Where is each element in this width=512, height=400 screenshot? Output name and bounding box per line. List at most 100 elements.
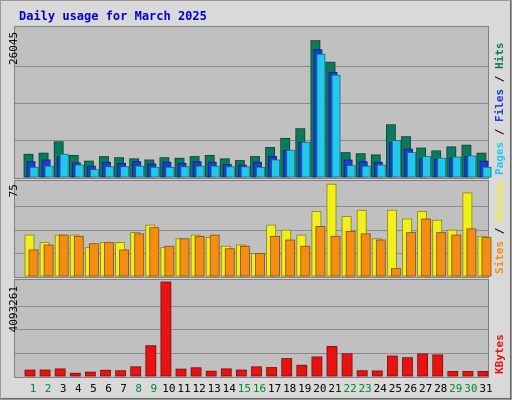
kbytes-bar-day-29: [447, 371, 459, 377]
x-tick-label-day-5: 5: [90, 382, 97, 395]
sites-bar-day-7: [119, 249, 129, 277]
sites-bar-day-19: [300, 245, 311, 277]
x-tick-label-day-6: 6: [105, 382, 112, 395]
kbytes-bar-day-1: [24, 369, 36, 377]
panel-2-series-label: Sites / Visits: [493, 181, 506, 274]
sites-bar-day-16: [255, 253, 265, 277]
pages-bar-day-12: [195, 165, 205, 178]
sites-bar-day-10: [164, 245, 175, 277]
x-tick-label-day-8: 8: [135, 382, 142, 395]
series-label-visits: Visits: [493, 181, 506, 221]
pages-bar-day-22: [346, 165, 356, 178]
sites-bar-day-24: [375, 239, 386, 277]
x-tick-label-day-14: 14: [223, 382, 237, 395]
pages-bar-day-31: [482, 166, 492, 178]
x-tick-label-day-9: 9: [150, 382, 157, 395]
x-tick-label-day-25: 25: [389, 382, 402, 395]
kbytes-bar-day-25: [386, 355, 398, 377]
sites-bar-day-29: [451, 234, 462, 277]
pages-bar-day-18: [286, 149, 296, 178]
sites-bar-day-8: [134, 233, 145, 277]
sites-bar-day-13: [209, 234, 220, 277]
panel-1-series-label: Pages / Files / Hits: [493, 43, 506, 176]
series-label-kbytes: KBytes: [493, 334, 506, 374]
x-tick-label-day-15: 15: [238, 382, 251, 395]
x-tick-label-day-28: 28: [434, 382, 447, 395]
kbytes-bar-day-5: [85, 371, 96, 377]
kbytes-bar-day-27: [417, 353, 429, 377]
sites-bar-day-27: [421, 218, 432, 277]
pages-bar-day-30: [467, 155, 477, 178]
x-tick-label-day-7: 7: [120, 382, 127, 395]
kbytes-bar-day-4: [69, 372, 81, 377]
sites-bar-day-11: [179, 238, 190, 277]
kbytes-bar-day-8: [130, 366, 142, 377]
sites-bar-day-15: [239, 245, 250, 277]
kbytes-bar-day-28: [432, 354, 444, 377]
pages-bar-day-17: [271, 159, 281, 178]
kbytes-bar-day-12: [190, 367, 202, 377]
kbytes-bar-day-3: [54, 368, 66, 377]
sites-bar-day-6: [104, 242, 114, 277]
x-tick-label-day-10: 10: [162, 382, 175, 395]
sites-bar-day-30: [466, 228, 477, 277]
sites-bar-day-4: [73, 235, 84, 277]
visits-bar-day-25: [386, 209, 397, 277]
kbytes-bar-day-22: [341, 353, 353, 377]
x-tick-label-day-13: 13: [208, 382, 221, 395]
x-tick-label-day-29: 29: [449, 382, 462, 395]
x-tick-label-day-4: 4: [75, 382, 82, 395]
pages-bar-day-25: [391, 140, 401, 178]
pages-bar-day-28: [437, 157, 447, 178]
pages-bar-day-1: [29, 166, 39, 178]
kbytes-bar-day-20: [311, 356, 323, 377]
pages-bar-day-13: [210, 165, 220, 178]
chart-title: Daily usage for March 2025: [19, 9, 207, 23]
x-tick-label-day-20: 20: [313, 382, 326, 395]
kbytes-bar-day-26: [402, 357, 413, 377]
sites-bar-day-2: [43, 244, 54, 277]
sites-bar-day-22: [345, 230, 356, 277]
x-tick-label-day-11: 11: [177, 382, 190, 395]
pages-bar-day-16: [256, 166, 265, 178]
kbytes-bar-day-21: [326, 345, 338, 377]
pages-bar-day-4: [74, 164, 84, 178]
pages-bar-day-5: [90, 169, 99, 178]
pages-bar-day-15: [240, 166, 250, 178]
label-separator: /: [493, 69, 506, 89]
pages-bar-day-10: [165, 166, 175, 178]
x-tick-label-day-23: 23: [359, 382, 372, 395]
kbytes-bar-day-11: [175, 368, 187, 377]
x-tick-label-day-26: 26: [404, 382, 417, 395]
panel-1-ymax-label: 26045: [7, 32, 20, 65]
kbytes-bar-day-23: [356, 370, 368, 377]
kbytes-bar-day-16: [251, 366, 262, 377]
sites-bar-day-21: [330, 235, 341, 277]
sites-bar-day-25: [390, 268, 401, 277]
pages-bar-day-24: [376, 164, 386, 178]
pages-bar-day-20: [316, 53, 326, 178]
sites-bar-day-20: [315, 225, 326, 277]
kbytes-bar-day-17: [266, 367, 278, 377]
series-label-files: Files: [493, 89, 506, 122]
kbytes-bar-day-15: [235, 369, 247, 377]
sites-bar-day-12: [194, 235, 205, 277]
pages-bar-day-11: [180, 166, 190, 178]
label-separator: /: [493, 221, 506, 241]
sites-bar-day-18: [285, 239, 296, 277]
kbytes-bar-day-13: [205, 370, 217, 377]
kbytes-bar-day-2: [39, 369, 51, 377]
kbytes-bar-day-7: [115, 370, 126, 377]
x-tick-label-day-31: 31: [479, 382, 492, 395]
x-tick-label-day-17: 17: [268, 382, 281, 395]
kbytes-bar-day-31: [477, 371, 489, 377]
panel-3-ymax-label: 4093261: [7, 286, 20, 332]
x-tick-label-day-24: 24: [374, 382, 388, 395]
sites-bar-day-3: [58, 234, 69, 277]
sites-bar-day-5: [89, 243, 99, 277]
panel-2-ymax-label: 75: [7, 184, 20, 197]
pages-bar-day-19: [301, 141, 311, 178]
x-tick-label-day-16: 16: [253, 382, 266, 395]
series-label-pages: Pages: [493, 142, 506, 175]
